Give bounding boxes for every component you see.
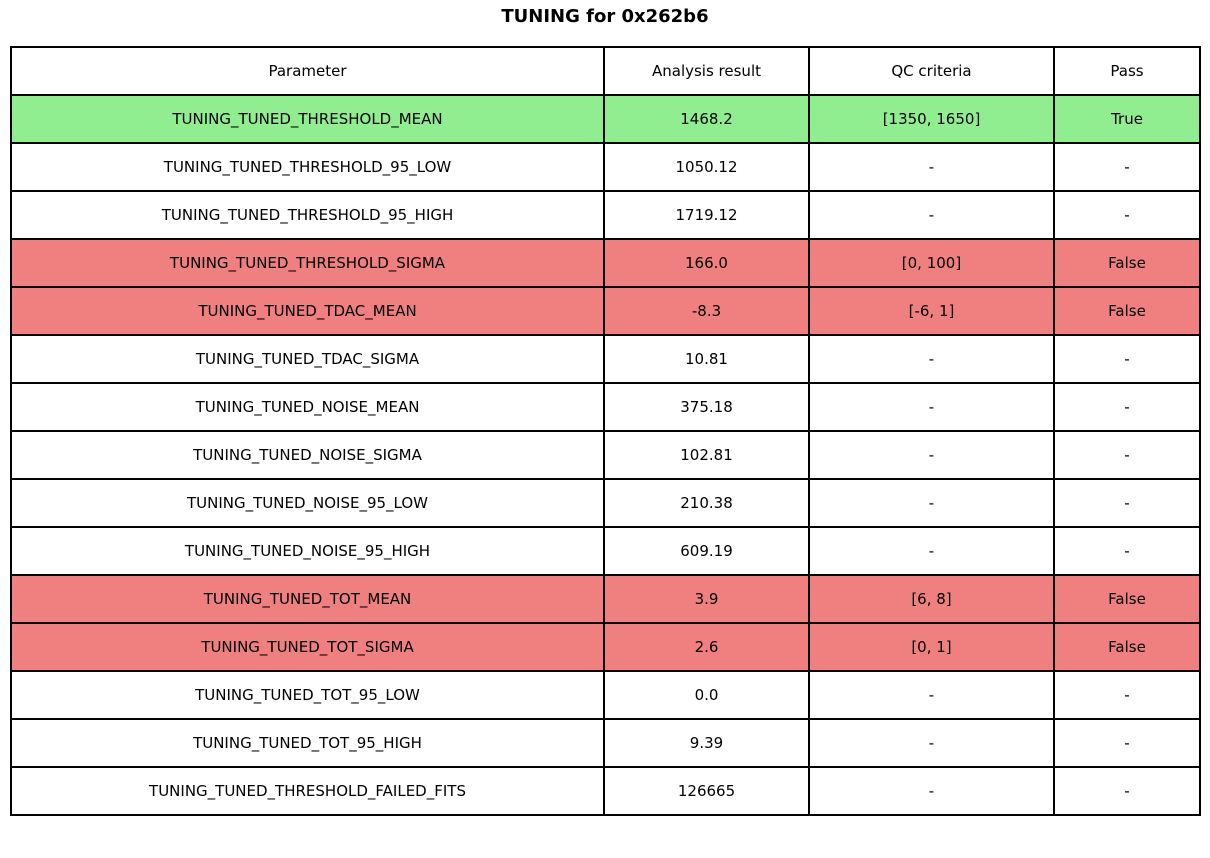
cell-parameter: TUNING_TUNED_NOISE_MEAN [10, 382, 605, 432]
cell-pass: - [1053, 334, 1201, 384]
table-row: TUNING_TUNED_THRESHOLD_SIGMA 166.0 [0, 100… [10, 238, 1201, 288]
page-title: TUNING for 0x262b6 [501, 6, 709, 27]
cell-pass: - [1053, 430, 1201, 480]
cell-analysis-result: 9.39 [603, 718, 810, 768]
cell-qc-criteria: [6, 8] [808, 574, 1055, 624]
cell-analysis-result: 210.38 [603, 478, 810, 528]
cell-analysis-result: 1719.12 [603, 190, 810, 240]
header-analysis-result: Analysis result [603, 46, 810, 96]
cell-parameter: TUNING_TUNED_THRESHOLD_FAILED_FITS [10, 766, 605, 816]
cell-parameter: TUNING_TUNED_THRESHOLD_SIGMA [10, 238, 605, 288]
cell-analysis-result: 0.0 [603, 670, 810, 720]
cell-qc-criteria: - [808, 430, 1055, 480]
cell-analysis-result: 10.81 [603, 334, 810, 384]
table-row: TUNING_TUNED_TOT_95_LOW 0.0- - [10, 670, 1201, 720]
table-row: TUNING_TUNED_NOISE_95_LOW 210.38- - [10, 478, 1201, 528]
table-body: TUNING_TUNED_THRESHOLD_MEAN 1468.2 [1350, … [10, 94, 1201, 816]
cell-pass: - [1053, 142, 1201, 192]
cell-qc-criteria: - [808, 670, 1055, 720]
cell-pass: - [1053, 766, 1201, 816]
cell-pass: False [1053, 286, 1201, 336]
cell-analysis-result: 609.19 [603, 526, 810, 576]
cell-analysis-result: 126665 [603, 766, 810, 816]
table-row: TUNING_TUNED_THRESHOLD_95_LOW 1050.12- - [10, 142, 1201, 192]
table-row: TUNING_TUNED_THRESHOLD_FAILED_FITS 126665… [10, 766, 1201, 816]
cell-analysis-result: 375.18 [603, 382, 810, 432]
table-row: TUNING_TUNED_TDAC_MEAN -8.3 [-6, 1] False [10, 286, 1201, 336]
cell-qc-criteria: - [808, 718, 1055, 768]
cell-pass: - [1053, 478, 1201, 528]
table-row: TUNING_TUNED_TOT_95_HIGH 9.39- - [10, 718, 1201, 768]
table-row: TUNING_TUNED_NOISE_MEAN 375.18- - [10, 382, 1201, 432]
cell-pass: - [1053, 670, 1201, 720]
cell-pass: True [1053, 94, 1201, 144]
cell-pass: - [1053, 526, 1201, 576]
cell-qc-criteria: - [808, 382, 1055, 432]
cell-pass: False [1053, 238, 1201, 288]
cell-parameter: TUNING_TUNED_THRESHOLD_95_LOW [10, 142, 605, 192]
table-row: TUNING_TUNED_THRESHOLD_95_HIGH 1719.12- - [10, 190, 1201, 240]
table-header-row: Parameter Analysis result QC criteria Pass [10, 46, 1201, 96]
cell-analysis-result: 102.81 [603, 430, 810, 480]
cell-pass: False [1053, 574, 1201, 624]
table-row: TUNING_TUNED_TOT_SIGMA 2.6 [0, 1] False [10, 622, 1201, 672]
cell-parameter: TUNING_TUNED_NOISE_95_HIGH [10, 526, 605, 576]
cell-pass: False [1053, 622, 1201, 672]
cell-analysis-result: 1468.2 [603, 94, 810, 144]
qc-results-table: Parameter Analysis result QC criteria Pass … [10, 46, 1201, 816]
cell-qc-criteria: - [808, 766, 1055, 816]
table-row: TUNING_TUNED_THRESHOLD_MEAN 1468.2 [1350, … [10, 94, 1201, 144]
cell-analysis-result: 1050.12 [603, 142, 810, 192]
cell-pass: - [1053, 718, 1201, 768]
header-parameter: Parameter [10, 46, 605, 96]
cell-parameter: TUNING_TUNED_TOT_95_LOW [10, 670, 605, 720]
cell-parameter: TUNING_TUNED_TOT_MEAN [10, 574, 605, 624]
cell-pass: - [1053, 190, 1201, 240]
cell-parameter: TUNING_TUNED_TDAC_MEAN [10, 286, 605, 336]
table-row: TUNING_TUNED_TDAC_SIGMA 10.81- - [10, 334, 1201, 384]
cell-parameter: TUNING_TUNED_TOT_SIGMA [10, 622, 605, 672]
cell-qc-criteria: - [808, 478, 1055, 528]
cell-analysis-result: 166.0 [603, 238, 810, 288]
cell-qc-criteria: [0, 100] [808, 238, 1055, 288]
cell-pass: - [1053, 382, 1201, 432]
cell-qc-criteria: [0, 1] [808, 622, 1055, 672]
cell-qc-criteria: - [808, 142, 1055, 192]
cell-qc-criteria: [-6, 1] [808, 286, 1055, 336]
cell-qc-criteria: [1350, 1650] [808, 94, 1055, 144]
cell-parameter: TUNING_TUNED_THRESHOLD_MEAN [10, 94, 605, 144]
cell-parameter: TUNING_TUNED_TOT_95_HIGH [10, 718, 605, 768]
cell-parameter: TUNING_TUNED_NOISE_SIGMA [10, 430, 605, 480]
cell-parameter: TUNING_TUNED_TDAC_SIGMA [10, 334, 605, 384]
header-qc-criteria: QC criteria [808, 46, 1055, 96]
table-row: TUNING_TUNED_NOISE_95_HIGH 609.19- - [10, 526, 1201, 576]
header-pass: Pass [1053, 46, 1201, 96]
cell-qc-criteria: - [808, 526, 1055, 576]
table-row: TUNING_TUNED_NOISE_SIGMA 102.81- - [10, 430, 1201, 480]
cell-analysis-result: -8.3 [603, 286, 810, 336]
cell-analysis-result: 2.6 [603, 622, 810, 672]
cell-analysis-result: 3.9 [603, 574, 810, 624]
cell-qc-criteria: - [808, 190, 1055, 240]
cell-parameter: TUNING_TUNED_NOISE_95_LOW [10, 478, 605, 528]
cell-parameter: TUNING_TUNED_THRESHOLD_95_HIGH [10, 190, 605, 240]
cell-qc-criteria: - [808, 334, 1055, 384]
table-row: TUNING_TUNED_TOT_MEAN 3.9 [6, 8] False [10, 574, 1201, 624]
